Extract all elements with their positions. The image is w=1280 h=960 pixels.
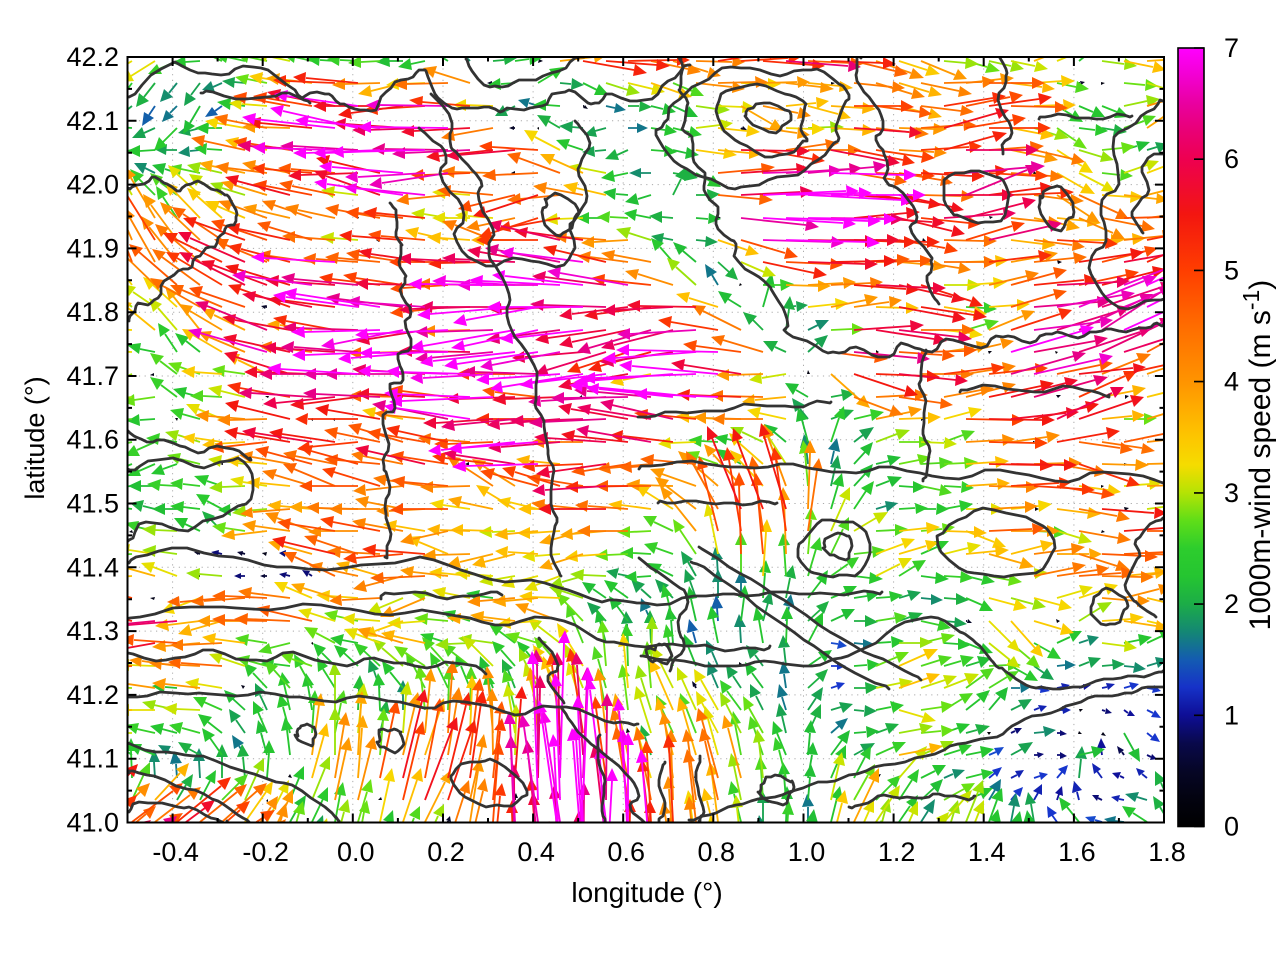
svg-text:4: 4 xyxy=(1224,367,1239,397)
svg-text:0.8: 0.8 xyxy=(698,837,736,867)
svg-text:41.1: 41.1 xyxy=(66,744,119,774)
svg-text:1000m-wind speed (m s-1): 1000m-wind speed (m s-1) xyxy=(1238,280,1277,631)
svg-text:3: 3 xyxy=(1224,478,1239,508)
svg-text:0.2: 0.2 xyxy=(427,837,465,867)
svg-text:41.9: 41.9 xyxy=(66,233,119,263)
svg-text:41.6: 41.6 xyxy=(66,425,119,455)
svg-text:0.6: 0.6 xyxy=(607,837,645,867)
svg-text:1.8: 1.8 xyxy=(1148,837,1186,867)
svg-text:1.0: 1.0 xyxy=(788,837,826,867)
svg-text:1: 1 xyxy=(1224,700,1239,730)
svg-text:1.6: 1.6 xyxy=(1058,837,1096,867)
svg-text:41.3: 41.3 xyxy=(66,616,119,646)
svg-text:longitude (°): longitude (°) xyxy=(571,877,722,908)
svg-text:0.4: 0.4 xyxy=(517,837,555,867)
svg-text:-0.2: -0.2 xyxy=(242,837,289,867)
svg-text:42.0: 42.0 xyxy=(66,170,119,200)
svg-text:1.4: 1.4 xyxy=(968,837,1006,867)
svg-text:41.0: 41.0 xyxy=(66,808,119,838)
svg-text:1.2: 1.2 xyxy=(878,837,916,867)
svg-text:0.0: 0.0 xyxy=(337,837,375,867)
svg-text:-0.4: -0.4 xyxy=(152,837,199,867)
svg-text:latitude (°): latitude (°) xyxy=(20,376,50,499)
svg-text:7: 7 xyxy=(1224,33,1239,63)
svg-text:42.2: 42.2 xyxy=(66,42,119,72)
svg-text:6: 6 xyxy=(1224,144,1239,174)
svg-text:0: 0 xyxy=(1224,812,1239,842)
svg-text:2: 2 xyxy=(1224,589,1239,619)
svg-text:5: 5 xyxy=(1224,255,1239,285)
svg-text:41.5: 41.5 xyxy=(66,489,119,519)
svg-text:41.7: 41.7 xyxy=(66,361,119,391)
svg-text:41.4: 41.4 xyxy=(66,552,119,582)
svg-text:41.2: 41.2 xyxy=(66,680,119,710)
svg-text:42.1: 42.1 xyxy=(66,106,119,136)
svg-text:41.8: 41.8 xyxy=(66,297,119,327)
